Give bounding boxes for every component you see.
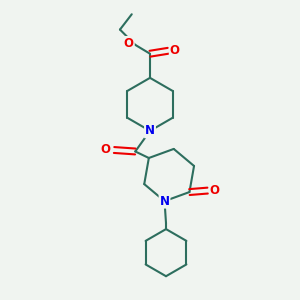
- Text: O: O: [170, 44, 180, 57]
- Text: N: N: [160, 195, 170, 208]
- Text: O: O: [124, 37, 134, 50]
- Text: O: O: [101, 142, 111, 156]
- Text: N: N: [145, 124, 155, 137]
- Text: O: O: [210, 184, 220, 196]
